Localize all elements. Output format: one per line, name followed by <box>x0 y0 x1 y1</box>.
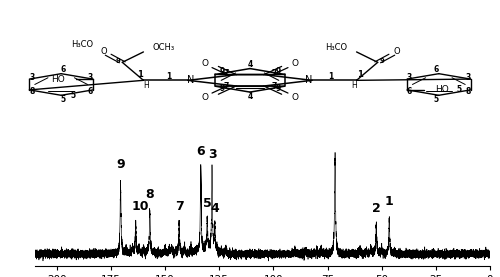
Text: 9: 9 <box>220 67 225 76</box>
Text: 6: 6 <box>434 65 439 74</box>
Text: 1: 1 <box>328 72 334 81</box>
Text: 5: 5 <box>456 85 462 94</box>
Text: 7: 7 <box>272 82 276 91</box>
Text: HO: HO <box>436 85 449 94</box>
Text: 1: 1 <box>136 70 142 79</box>
Text: 1: 1 <box>358 70 364 79</box>
Text: 7: 7 <box>174 200 184 213</box>
Text: 5: 5 <box>203 197 211 210</box>
Text: 6: 6 <box>407 87 412 96</box>
Text: 9: 9 <box>115 58 120 64</box>
Text: 8: 8 <box>29 87 34 96</box>
Text: HO: HO <box>51 75 64 84</box>
Text: 9: 9 <box>380 58 385 64</box>
Text: N: N <box>306 75 313 85</box>
Text: 3: 3 <box>466 73 471 82</box>
Text: 9: 9 <box>220 84 225 93</box>
Text: 7: 7 <box>224 69 228 78</box>
Text: O: O <box>100 47 107 56</box>
Text: O: O <box>393 47 400 56</box>
Text: 1: 1 <box>166 72 172 81</box>
Text: 9: 9 <box>275 67 280 76</box>
Text: O: O <box>292 59 298 68</box>
Text: 4: 4 <box>248 60 252 69</box>
Text: H: H <box>352 81 357 90</box>
Text: 4: 4 <box>248 92 252 101</box>
Text: 1: 1 <box>385 195 394 208</box>
Text: 2: 2 <box>372 202 380 215</box>
Text: 10: 10 <box>132 200 149 213</box>
Text: OCH₃: OCH₃ <box>152 43 174 52</box>
Text: 4: 4 <box>210 202 219 215</box>
Text: 9: 9 <box>275 84 280 93</box>
Text: H₃CO: H₃CO <box>326 43 347 52</box>
Text: 7: 7 <box>272 69 276 78</box>
Text: 8: 8 <box>146 188 154 201</box>
Text: 8: 8 <box>466 87 471 96</box>
Text: 3: 3 <box>407 73 412 82</box>
Text: H: H <box>143 81 148 90</box>
Text: O: O <box>202 59 208 68</box>
Text: N: N <box>187 75 194 85</box>
Text: 6: 6 <box>61 65 66 74</box>
Text: H₃CO: H₃CO <box>72 40 94 49</box>
Text: 7: 7 <box>224 82 228 91</box>
Text: 5: 5 <box>61 95 66 104</box>
Text: O: O <box>292 93 298 102</box>
Text: 5: 5 <box>434 95 439 104</box>
Text: 5: 5 <box>70 91 76 100</box>
Text: 6: 6 <box>196 145 205 158</box>
Text: 9: 9 <box>116 158 125 171</box>
Text: 6: 6 <box>88 87 93 96</box>
Text: 3: 3 <box>208 148 216 161</box>
Text: 3: 3 <box>29 73 34 82</box>
Text: 3: 3 <box>88 73 93 82</box>
Text: O: O <box>202 93 208 102</box>
